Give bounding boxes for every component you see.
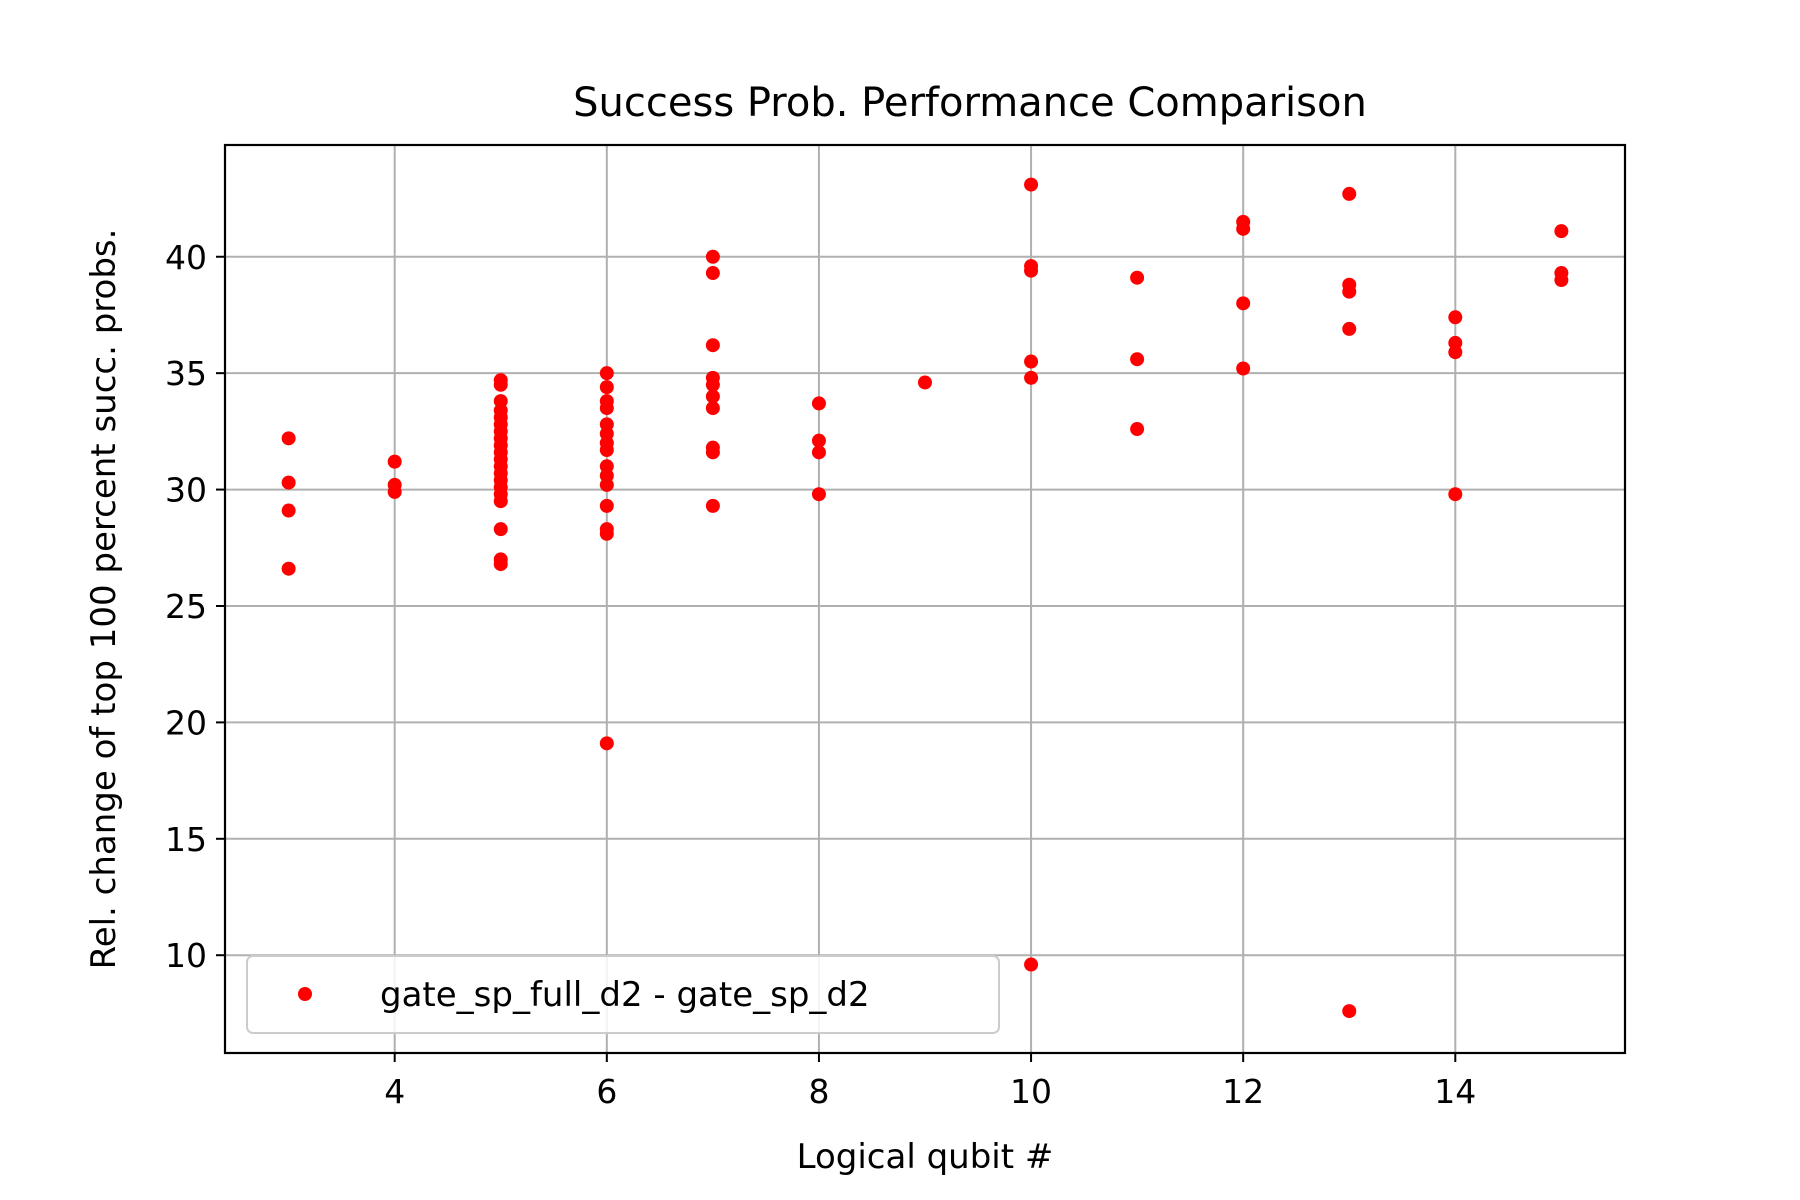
y-tick-label: 20 [165, 703, 207, 742]
chart-title: Success Prob. Performance Comparison [573, 80, 1367, 126]
y-tick-label: 35 [165, 354, 207, 393]
data-point [811, 396, 826, 411]
data-point [705, 249, 720, 264]
data-point [1342, 321, 1357, 336]
ticks-layer: 4 6 8 10 12 14 10 15 20 25 30 35 40 [165, 238, 1476, 1111]
data-point [493, 494, 508, 509]
data-point [1236, 361, 1251, 376]
data-point [1342, 186, 1357, 201]
y-tick-label: 30 [165, 471, 207, 510]
data-point [281, 503, 296, 518]
data-point [1130, 422, 1145, 437]
data-point [1236, 221, 1251, 236]
data-point [599, 526, 614, 541]
data-point [811, 487, 826, 502]
plot-frame [223, 143, 1627, 1055]
y-tick-label: 25 [165, 587, 207, 626]
data-point [493, 377, 508, 392]
x-axis-label: Logical qubit # [797, 1137, 1054, 1177]
data-point [705, 389, 720, 404]
legend-label: gate_sp_full_d2 - gate_sp_d2 [380, 975, 870, 1015]
x-tick-label: 4 [384, 1072, 405, 1111]
data-point [1448, 487, 1463, 502]
data-point [1130, 270, 1145, 285]
data-point [1448, 310, 1463, 325]
x-tick-label: 12 [1222, 1072, 1264, 1111]
points-layer [281, 177, 1569, 1019]
data-point [1554, 273, 1569, 288]
data-point [599, 366, 614, 381]
data-point [599, 442, 614, 457]
data-point [705, 498, 720, 513]
data-point [705, 266, 720, 281]
y-tick-label: 40 [165, 238, 207, 277]
data-point [1554, 224, 1569, 239]
data-point [599, 477, 614, 492]
data-point [599, 380, 614, 395]
data-point [281, 561, 296, 576]
x-tick-label: 14 [1434, 1072, 1476, 1111]
data-point [493, 522, 508, 537]
data-point [281, 475, 296, 490]
legend-marker [298, 987, 312, 1001]
data-point [599, 401, 614, 416]
data-point [387, 484, 402, 499]
data-point [387, 454, 402, 469]
data-point [1024, 354, 1039, 369]
data-point [705, 338, 720, 353]
legend-box [246, 955, 1000, 1034]
legend: gate_sp_full_d2 - gate_sp_d2 [246, 955, 1000, 1034]
data-point [918, 375, 932, 390]
data-point [811, 433, 826, 448]
x-tick-label: 8 [808, 1072, 829, 1111]
data-point [1342, 1004, 1357, 1019]
grid-layer [225, 145, 1625, 1053]
data-point [705, 377, 720, 392]
y-axis-label: Rel. change of top 100 percent succ. pro… [84, 229, 124, 970]
data-point [493, 557, 508, 572]
data-point [1448, 345, 1463, 360]
data-point [1342, 284, 1357, 299]
data-point [599, 498, 614, 513]
x-tick-label: 6 [596, 1072, 617, 1111]
data-point [281, 431, 296, 446]
data-point [1024, 957, 1039, 972]
data-point [705, 445, 720, 460]
data-point [1024, 177, 1039, 192]
data-point [1236, 296, 1251, 311]
x-tick-label: 10 [1010, 1072, 1052, 1111]
data-point [1024, 263, 1039, 278]
data-point [599, 736, 614, 751]
y-tick-label: 10 [165, 936, 207, 975]
data-point [1024, 370, 1039, 385]
y-tick-label: 15 [165, 820, 207, 859]
data-point [705, 401, 720, 416]
data-point [1130, 352, 1145, 367]
data-point [811, 445, 826, 460]
